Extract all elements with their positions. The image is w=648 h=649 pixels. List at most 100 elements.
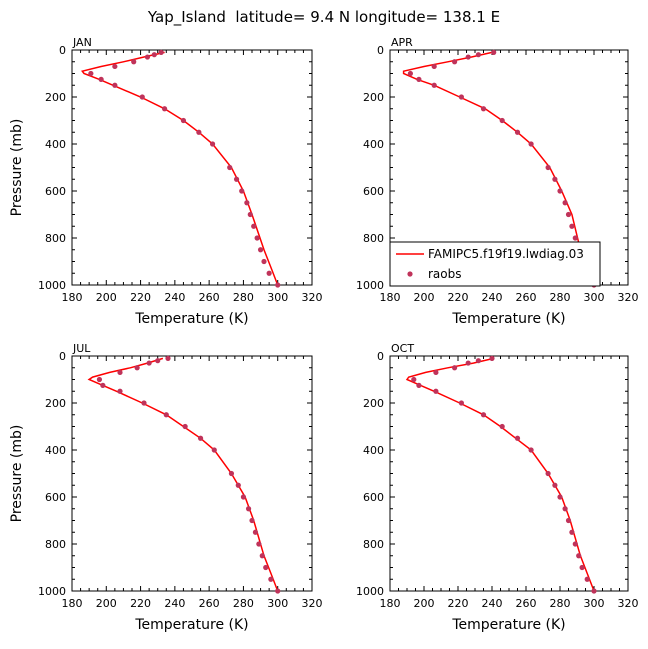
raobs-point bbox=[161, 106, 168, 112]
x-tick-label: 200 bbox=[414, 291, 435, 304]
x-tick-label: 320 bbox=[618, 291, 639, 304]
model-profile-line bbox=[87, 357, 279, 592]
x-tick-label: 260 bbox=[516, 597, 537, 610]
x-axis-label: Temperature (K) bbox=[451, 311, 565, 327]
raobs-point bbox=[565, 211, 572, 218]
y-tick-label: 600 bbox=[45, 491, 66, 504]
legend-obs-label: raobs bbox=[428, 267, 462, 281]
y-tick-label: 0 bbox=[59, 350, 66, 363]
raobs-point bbox=[275, 588, 281, 594]
raobs-point bbox=[480, 412, 487, 418]
raobs-point bbox=[112, 63, 118, 70]
raobs-point bbox=[565, 517, 572, 524]
y-tick-label: 400 bbox=[363, 138, 384, 151]
y-tick-label: 200 bbox=[363, 397, 384, 410]
x-tick-label: 300 bbox=[267, 291, 288, 304]
y-axis-label: Pressure (mb) bbox=[9, 119, 25, 217]
raobs-point bbox=[475, 52, 481, 58]
y-tick-label: 400 bbox=[363, 444, 384, 457]
x-tick-label: 260 bbox=[199, 291, 220, 304]
raobs-point bbox=[562, 506, 568, 512]
raobs-point bbox=[131, 59, 137, 65]
x-tick-label: 180 bbox=[62, 291, 83, 304]
raobs-point bbox=[489, 355, 495, 361]
y-tick-label: 200 bbox=[45, 397, 66, 410]
raobs-point bbox=[117, 388, 123, 394]
raobs-point bbox=[458, 94, 464, 100]
plot-frame bbox=[71, 355, 313, 592]
x-tick-label: 280 bbox=[233, 597, 254, 610]
raobs-point bbox=[452, 59, 458, 65]
x-tick-label: 200 bbox=[96, 291, 117, 304]
y-tick-label: 1000 bbox=[356, 585, 384, 598]
raobs-point bbox=[591, 588, 597, 594]
raobs-point bbox=[569, 223, 575, 229]
figure-title: Yap_Island latitude= 9.4 N longitude= 13… bbox=[147, 8, 500, 27]
raobs-point bbox=[557, 494, 563, 500]
y-tick-label: 200 bbox=[45, 91, 66, 104]
raobs-point bbox=[249, 517, 255, 524]
raobs-point bbox=[245, 506, 252, 512]
x-tick-label: 220 bbox=[448, 597, 469, 610]
raobs-point bbox=[491, 49, 497, 55]
y-tick-label: 400 bbox=[45, 444, 66, 457]
raobs-point bbox=[407, 70, 413, 77]
raobs-point bbox=[228, 470, 235, 477]
x-tick-label: 240 bbox=[164, 291, 185, 304]
raobs-point bbox=[96, 376, 103, 383]
raobs-point bbox=[240, 494, 247, 500]
plot-frame bbox=[71, 49, 313, 286]
x-tick-label: 200 bbox=[414, 597, 435, 610]
raobs-point bbox=[465, 360, 471, 366]
panel-oct: 180 200 220 240 260 280 300 320 0 200 400 600 800 100… bbox=[356, 342, 639, 633]
raobs-point bbox=[151, 52, 157, 58]
raobs-point bbox=[579, 564, 585, 571]
x-tick-label: 220 bbox=[130, 597, 151, 610]
x-tick-label: 240 bbox=[482, 597, 503, 610]
x-tick-label: 220 bbox=[448, 291, 469, 304]
raobs-point bbox=[275, 282, 281, 288]
raobs-point bbox=[98, 76, 104, 82]
raobs-point bbox=[251, 223, 257, 229]
raobs-point bbox=[117, 369, 123, 376]
raobs-point bbox=[244, 200, 250, 206]
x-tick-label: 320 bbox=[302, 291, 323, 304]
raobs-point bbox=[431, 82, 437, 88]
raobs-point bbox=[134, 365, 140, 371]
x-tick-label: 260 bbox=[199, 597, 220, 610]
raobs-point bbox=[266, 270, 272, 276]
y-tick-label: 800 bbox=[363, 232, 384, 245]
raobs-point bbox=[458, 400, 464, 406]
raobs-point bbox=[141, 400, 147, 406]
y-tick-label: 800 bbox=[45, 538, 66, 551]
y-tick-label: 1000 bbox=[38, 279, 66, 292]
x-tick-label: 300 bbox=[267, 597, 288, 610]
raobs-point bbox=[465, 54, 471, 60]
raobs-point bbox=[158, 49, 164, 55]
y-tick-label: 800 bbox=[45, 232, 66, 245]
x-tick-label: 180 bbox=[380, 597, 401, 610]
raobs-point bbox=[433, 369, 439, 376]
raobs-point bbox=[259, 553, 265, 559]
y-tick-label: 800 bbox=[363, 538, 384, 551]
x-tick-label: 300 bbox=[584, 291, 605, 304]
y-tick-label: 600 bbox=[45, 185, 66, 198]
raobs-point bbox=[247, 211, 253, 218]
raobs-point bbox=[182, 423, 188, 430]
raobs-point bbox=[545, 470, 551, 477]
y-tick-label: 1000 bbox=[38, 585, 66, 598]
y-tick-label: 0 bbox=[377, 44, 384, 57]
raobs-point bbox=[233, 176, 240, 182]
panel-label: JUL bbox=[72, 342, 91, 355]
raobs-point bbox=[499, 423, 505, 430]
raobs-point bbox=[254, 235, 260, 241]
raobs-point bbox=[480, 106, 487, 112]
raobs-point bbox=[211, 447, 217, 453]
legend-obs-swatch bbox=[407, 271, 413, 277]
x-tick-label: 240 bbox=[482, 291, 503, 304]
raobs-point bbox=[431, 63, 437, 70]
raobs-point bbox=[268, 576, 274, 582]
raobs-point bbox=[528, 447, 534, 453]
raobs-point bbox=[139, 94, 145, 100]
